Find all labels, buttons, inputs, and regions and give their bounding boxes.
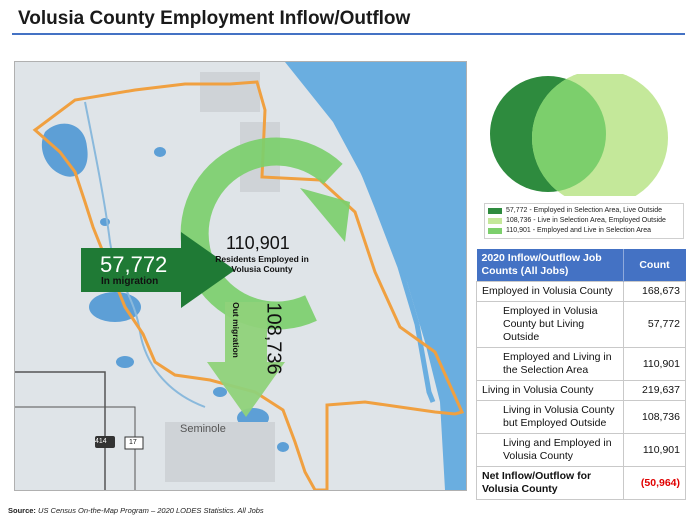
- county-map[interactable]: 414 17: [14, 61, 467, 491]
- table-header-row: 2020 Inflow/Outflow Job Counts (All Jobs…: [476, 249, 686, 282]
- legend-item: 108,736 - Live in Selection Area, Employ…: [488, 216, 680, 226]
- inflow-label: In migration: [101, 276, 159, 287]
- table-row: Employed in Volusia County but Living Ou…: [476, 301, 686, 348]
- row-label: Net Inflow/Outflow for Volusia County: [476, 466, 624, 500]
- legend-label: 57,772 - Employed in Selection Area, Liv…: [506, 207, 663, 214]
- row-value: 110,901: [622, 433, 686, 467]
- road-shield-414: 414: [95, 438, 107, 445]
- legend-label: 110,901 - Employed and Live in Selection…: [506, 227, 652, 234]
- table-row: Employed and Living in the Selection Are…: [476, 347, 686, 381]
- row-label: Employed and Living in the Selection Are…: [476, 347, 624, 381]
- row-value: (50,964): [622, 466, 686, 500]
- source-note: Source: US Census On-the-Map Program – 2…: [8, 506, 264, 515]
- legend-swatch: [488, 228, 502, 234]
- legend-label: 108,736 - Live in Selection Area, Employ…: [506, 217, 666, 224]
- row-label: Employed in Volusia County but Living Ou…: [476, 301, 624, 348]
- resident-value: 110,901: [226, 233, 290, 253]
- row-value: 108,736: [622, 400, 686, 434]
- table-header-count: Count: [622, 249, 686, 282]
- table-row-net: Net Inflow/Outflow for Volusia County (5…: [476, 466, 686, 500]
- row-value: 168,673: [622, 281, 686, 302]
- legend-swatch: [488, 218, 502, 224]
- row-value: 110,901: [622, 347, 686, 381]
- inflow-value: 57,772: [100, 252, 168, 277]
- row-value: 219,637: [622, 380, 686, 401]
- source-text: US Census On-the-Map Program – 2020 LODE…: [38, 506, 264, 515]
- outflow-arrow: [207, 302, 285, 417]
- table-row: Living in Volusia County 219,637: [476, 380, 686, 401]
- outflow-label: Out migration: [230, 302, 241, 358]
- adjacent-county-line: [15, 371, 106, 490]
- legend-item: 57,772 - Employed in Selection Area, Liv…: [488, 206, 680, 216]
- circle-arrow-head: [300, 188, 350, 242]
- row-label: Living in Volusia County but Employed Ou…: [476, 400, 624, 434]
- lake-mid: [89, 292, 141, 322]
- city-label: Seminole: [180, 423, 226, 435]
- outflow-value: 108,736: [262, 302, 285, 375]
- table-row: Employed in Volusia County 168,673: [476, 281, 686, 302]
- inflow-arrow: [81, 232, 235, 308]
- venn-diagram: [490, 74, 668, 196]
- source-prefix: Source:: [8, 506, 36, 515]
- job-counts-table: 2020 Inflow/Outflow Job Counts (All Jobs…: [476, 249, 686, 500]
- venn-legend: 57,772 - Employed in Selection Area, Liv…: [484, 203, 684, 239]
- legend-item: 110,901 - Employed and Live in Selection…: [488, 226, 680, 236]
- venn-overlap: [532, 76, 606, 192]
- row-label: Living in Volusia County: [476, 380, 624, 401]
- row-label: Living and Employed in Volusia County: [476, 433, 624, 467]
- page-title: Volusia County Employment Inflow/Outflow: [18, 8, 411, 29]
- ocean-area: [285, 62, 466, 490]
- row-label: Employed in Volusia County: [476, 281, 624, 302]
- road-shield-17: 17: [129, 439, 137, 446]
- flow-graphic: [81, 137, 350, 417]
- lake-large: [41, 123, 88, 177]
- row-value: 57,772: [622, 301, 686, 348]
- table-header-label: 2020 Inflow/Outflow Job Counts (All Jobs…: [476, 249, 623, 282]
- intracoastal-waterway: [312, 62, 436, 403]
- resident-label: Residents Employed in Volusia County: [215, 254, 309, 274]
- title-divider: [12, 33, 685, 35]
- table-row: Living in Volusia County but Employed Ou…: [476, 400, 686, 434]
- table-row: Living and Employed in Volusia County 11…: [476, 433, 686, 467]
- legend-swatch: [488, 208, 502, 214]
